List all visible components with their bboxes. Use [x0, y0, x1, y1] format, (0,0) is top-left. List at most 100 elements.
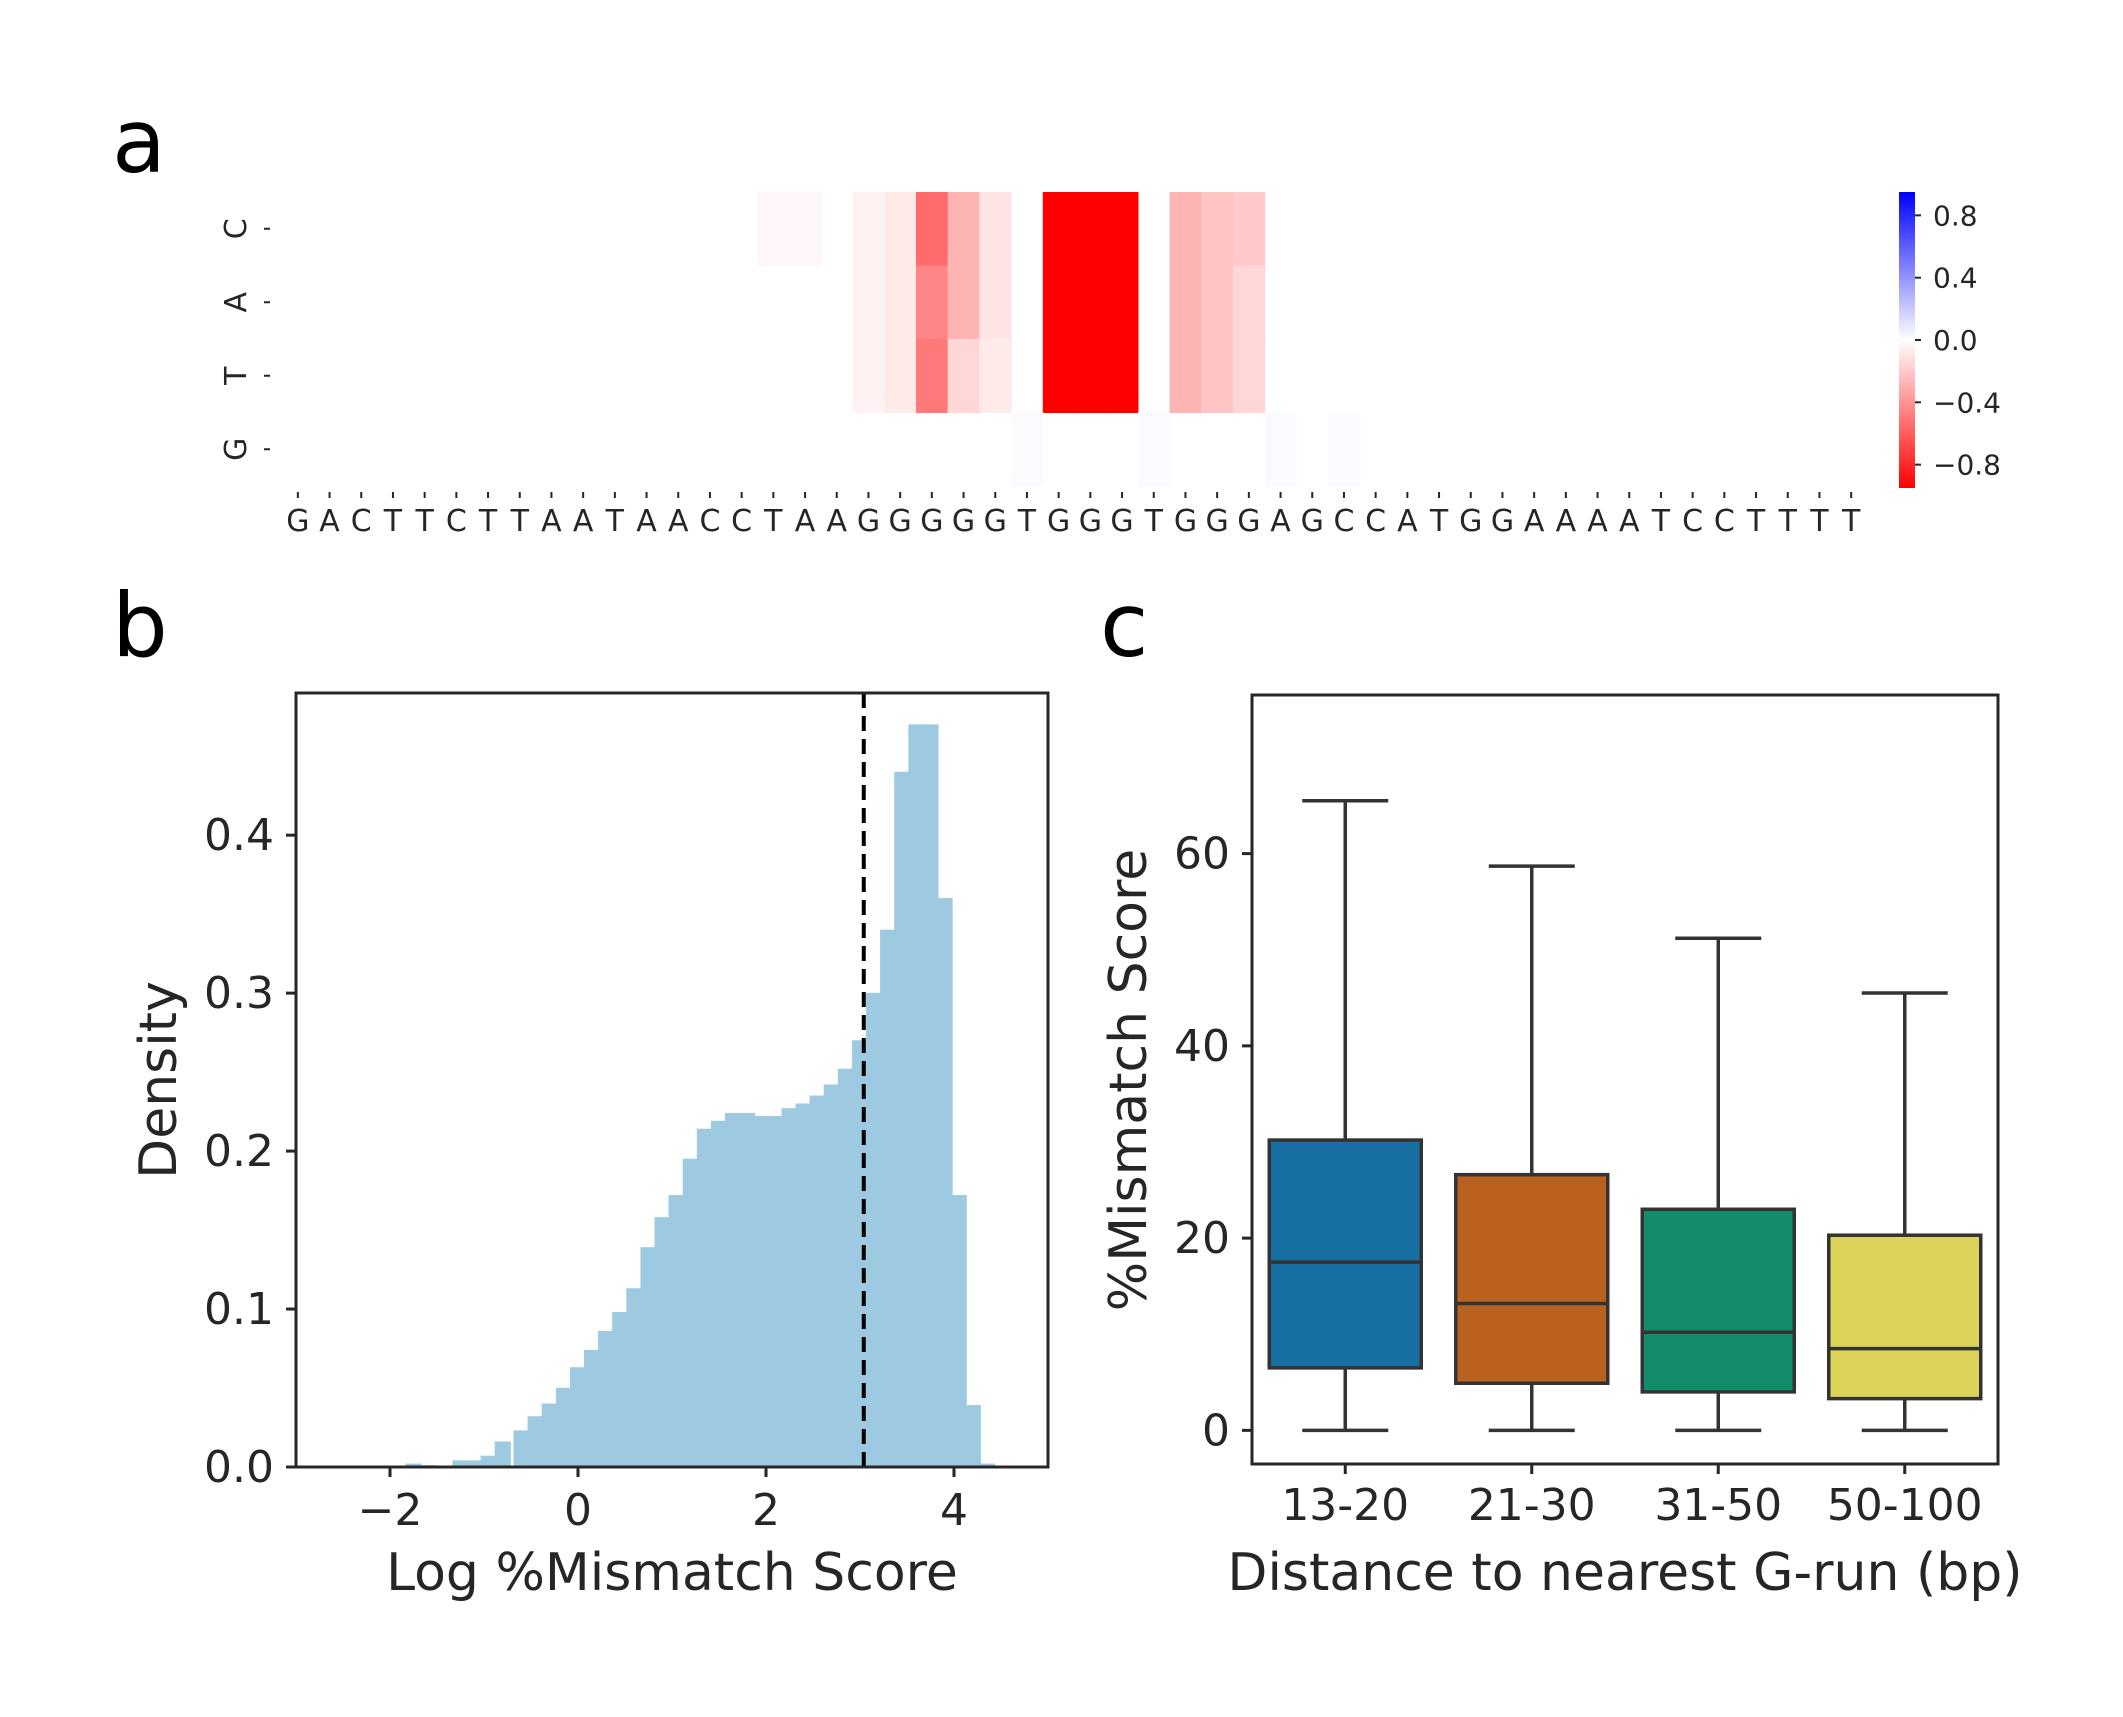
boxplot-y-label: %Mismatch Score [1099, 849, 1159, 1311]
sequence-base: C [446, 504, 467, 539]
sequence-base: G [952, 504, 975, 539]
boxplot-boxes [1267, 798, 1983, 1433]
heatmap-cell [1201, 192, 1234, 267]
panel-label-c: c [1100, 574, 1148, 677]
box-iqr [1267, 1138, 1423, 1370]
colorbar-tick-label: 0.0 [1933, 324, 1978, 357]
boxplot-x-tick-label: 31-50 [1654, 1480, 1782, 1531]
histogram-x-label: Log %Mismatch Score [386, 1543, 958, 1603]
colorbar-ticks: 0.8 0.4 0.0 −0.4 −0.8 [1915, 199, 2001, 482]
sequence-base: T [1651, 504, 1671, 539]
histogram-bar [936, 898, 953, 1468]
histogram-bar [823, 1084, 840, 1468]
sequence-base: T [478, 504, 498, 539]
heatmap-row-label: T [219, 366, 254, 386]
heatmap-cell [1233, 192, 1266, 267]
histogram-x-tick-label: 0 [564, 1485, 592, 1536]
heatmap-cell [852, 265, 885, 340]
heatmap-cell [1042, 265, 1076, 340]
sequence-base: G [857, 504, 880, 539]
heatmap-cell [1233, 265, 1266, 340]
histogram-x-tick-label: 4 [940, 1485, 968, 1536]
heatmap-cell [1328, 412, 1361, 487]
histogram-bar [598, 1330, 615, 1468]
boxplot-y-tick-label: 20 [1174, 1213, 1230, 1264]
sequence-base: A [1556, 504, 1577, 539]
sequence-base: T [1778, 504, 1798, 539]
sequence-base: T [414, 504, 434, 539]
boxplot-y-tick-label: 40 [1174, 1021, 1230, 1072]
heatmap-cell [852, 339, 885, 414]
sequence-base: A [826, 504, 847, 539]
heatmap-cell [916, 192, 949, 267]
sequence-base: G [1110, 504, 1133, 539]
sequence-base: C [699, 504, 720, 539]
histogram-bar [795, 1103, 812, 1468]
sequence-base: A [636, 504, 657, 539]
sequence-base: C [1682, 504, 1703, 539]
sequence-base: T [1429, 504, 1449, 539]
sequence-base: T [510, 504, 530, 539]
sequence-base: A [795, 504, 816, 539]
histogram-bar [480, 1455, 497, 1468]
sequence-base: T [605, 504, 625, 539]
histogram-bar [513, 1430, 530, 1468]
histogram-bar [640, 1247, 657, 1468]
boxplot-panel: 13-20 21-30 31-50 50-100 0 20 40 60 Distance t… [1099, 693, 2023, 1603]
heatmap-cell [1264, 412, 1297, 487]
histogram-bar [837, 1068, 854, 1468]
boxplot-x-tick-label: 50-100 [1827, 1480, 1983, 1531]
sequence-base: T [1809, 504, 1829, 539]
boxplot-frame [1250, 693, 2000, 1466]
histogram-bar [710, 1120, 728, 1468]
panel-label-a: a [112, 90, 166, 193]
boxplot-x-ticks: 13-20 21-30 31-50 50-100 [1281, 1464, 1983, 1531]
histogram-x-ticks: −2 0 2 4 [358, 1467, 968, 1536]
sequence-base: A [1587, 504, 1608, 539]
histogram-bar [809, 1095, 826, 1468]
histogram-bar [739, 1112, 756, 1468]
heatmap-cell [1042, 339, 1076, 414]
sequence-base: T [1144, 504, 1164, 539]
histogram-y-tick-label: 0.3 [204, 968, 274, 1019]
heatmap-cell [1074, 192, 1107, 267]
histogram-y-label: Density [129, 981, 189, 1179]
boxplot-y-ticks: 0 20 40 60 [1174, 829, 1252, 1456]
sequence-base: G [1459, 504, 1482, 539]
heatmap-cells [757, 192, 1361, 487]
heatmap-row-label: A [219, 292, 254, 313]
sequence-base: C [731, 504, 752, 539]
histogram-bar [584, 1349, 601, 1468]
sequence-base: G [1206, 504, 1229, 539]
heatmap-cell [1106, 265, 1139, 340]
heatmap-cell [979, 339, 1012, 414]
sequence-base: A [1270, 504, 1291, 539]
histogram-panel: −2 0 2 4 0.0 0.1 0.2 0.3 0.4 Log %Mismatch Scor… [129, 691, 1050, 1603]
histogram-bar [922, 724, 939, 1468]
sequence-base: T [383, 504, 403, 539]
sequence-base: A [1524, 504, 1545, 539]
boxplot-y-tick-label: 60 [1174, 829, 1230, 880]
heatmap-cell [947, 192, 980, 267]
sequence-base: G [1237, 504, 1260, 539]
heatmap-cell [947, 339, 980, 414]
heatmap-cell [1106, 339, 1139, 414]
sequence-base: C [1714, 504, 1735, 539]
sequence-base: G [1047, 504, 1070, 539]
heatmap-cell [1233, 339, 1266, 414]
histogram-bar [950, 1195, 967, 1468]
heatmap-row-labels: C A T G [219, 218, 270, 461]
boxplot-x-tick-label: 13-20 [1281, 1480, 1409, 1531]
boxplot-x-tick-label: 21-30 [1468, 1480, 1596, 1531]
histogram-bar [866, 992, 883, 1468]
colorbar-tick-label: −0.4 [1933, 386, 2001, 419]
histogram-y-ticks: 0.0 0.1 0.2 0.3 0.4 [204, 810, 296, 1493]
heatmap-cell [1074, 265, 1107, 340]
heatmap-cell [1169, 265, 1202, 340]
sequence-base: G [1491, 504, 1514, 539]
histogram-bar [696, 1128, 713, 1468]
histogram-bar [654, 1217, 671, 1468]
histogram-x-tick-label: 2 [752, 1485, 780, 1536]
histogram-bar [569, 1367, 587, 1468]
